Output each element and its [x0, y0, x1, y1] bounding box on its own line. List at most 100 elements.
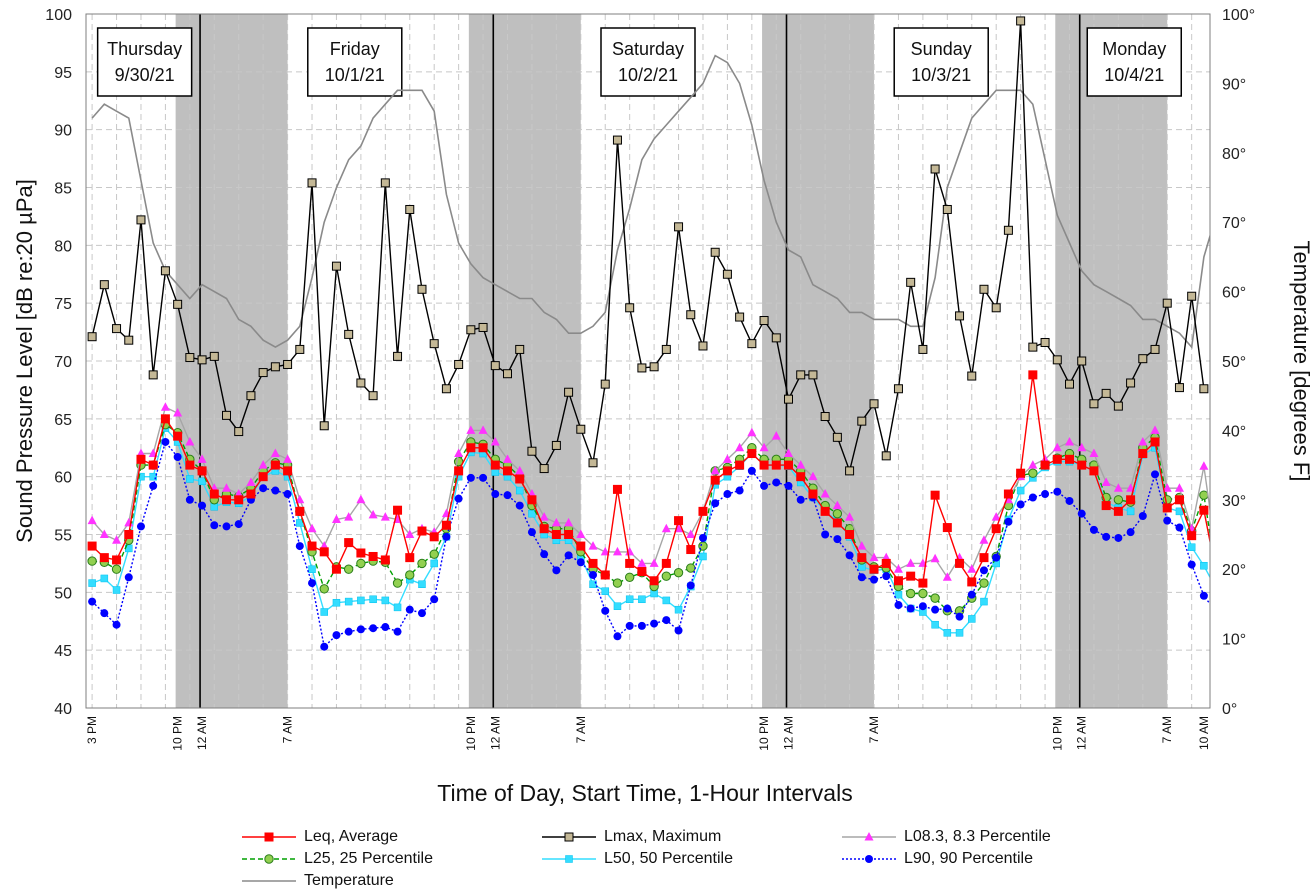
legend-swatch [842, 855, 896, 863]
data-point [979, 553, 989, 563]
data-point [576, 558, 585, 567]
data-point [1138, 449, 1148, 459]
data-point [564, 530, 574, 539]
data-point [637, 363, 647, 373]
day-labels: Thursday 9/30/21 Friday 10/1/21 Saturday 10/2… [96, 27, 1183, 97]
data-point [649, 362, 659, 372]
x-tick-label: 12 AM [1075, 716, 1089, 750]
data-point [686, 310, 696, 320]
data-point [967, 371, 977, 381]
data-point [186, 475, 194, 483]
y2-axis-title: Temperature [degrees F] [1289, 241, 1314, 482]
data-point [368, 551, 378, 561]
data-point [820, 489, 830, 498]
data-point [197, 454, 207, 463]
day-name: Sunday [911, 39, 972, 59]
data-point [710, 247, 720, 257]
data-point [1138, 436, 1148, 446]
data-point [270, 460, 280, 470]
data-point [845, 512, 855, 521]
data-point [942, 523, 952, 533]
data-point [418, 580, 426, 588]
data-point [515, 486, 524, 495]
data-point [1199, 591, 1208, 600]
data-point [1187, 543, 1196, 551]
data-point [661, 523, 671, 533]
data-point [991, 524, 1001, 534]
data-point [173, 299, 183, 309]
data-point [539, 464, 549, 474]
data-point [979, 566, 988, 575]
data-point [1113, 401, 1123, 411]
x-tick-label: 12 AM [488, 716, 502, 750]
data-point [112, 555, 122, 565]
legend-swatch [842, 832, 896, 841]
day-name: Friday [330, 39, 380, 59]
data-point [1138, 511, 1147, 520]
data-point [87, 515, 97, 525]
data-point [264, 854, 274, 864]
data-point [405, 553, 415, 563]
data-point [735, 486, 744, 495]
data-point [625, 595, 634, 604]
day-date: 10/2/21 [618, 65, 678, 85]
data-point [796, 460, 806, 469]
data-point [832, 508, 843, 519]
data-point [149, 481, 158, 490]
data-point [869, 564, 879, 574]
legend-swatch [542, 832, 596, 842]
data-point [466, 425, 476, 434]
y-tick-label: 55 [54, 528, 72, 545]
data-point [429, 532, 439, 542]
data-point [369, 595, 377, 604]
data-point [882, 572, 891, 581]
data-point [356, 378, 366, 388]
data-point [381, 596, 390, 605]
data-point [393, 351, 403, 361]
legend-label: Leq, Average [304, 828, 399, 845]
data-point [405, 204, 415, 214]
data-point [821, 530, 830, 539]
data-point [479, 473, 488, 482]
data-point [955, 612, 964, 621]
data-point [528, 509, 536, 518]
data-point [967, 564, 977, 573]
data-point [1174, 383, 1184, 393]
data-point [478, 322, 488, 332]
data-point [136, 522, 145, 531]
data-point [845, 466, 855, 476]
data-point [601, 587, 609, 595]
legend-swatch [542, 855, 596, 863]
y2-tick-label: 90° [1222, 76, 1246, 93]
data-point [624, 572, 635, 582]
data-point [979, 535, 989, 544]
data-point [613, 632, 622, 641]
data-point [551, 440, 561, 450]
data-point [674, 626, 683, 635]
data-point [1212, 608, 1220, 616]
data-point [540, 550, 549, 559]
data-point [307, 178, 317, 188]
data-point [1150, 437, 1160, 447]
data-point [893, 564, 903, 573]
data-point [588, 558, 598, 568]
data-point [246, 489, 256, 499]
data-point [1004, 517, 1013, 526]
data-point [869, 399, 879, 409]
data-point [857, 541, 867, 550]
data-point [1162, 298, 1172, 308]
data-point [441, 520, 451, 530]
data-point [759, 460, 769, 470]
data-point [979, 578, 989, 588]
data-point [539, 512, 549, 521]
y-tick-label: 60 [54, 470, 72, 487]
data-point [625, 621, 634, 630]
data-point [918, 344, 928, 354]
data-point [319, 421, 329, 431]
data-point [943, 604, 952, 613]
data-point [637, 567, 647, 577]
day-date: 10/4/21 [1104, 65, 1164, 85]
data-point [686, 563, 696, 573]
data-point [1077, 442, 1087, 452]
data-point [99, 280, 109, 290]
